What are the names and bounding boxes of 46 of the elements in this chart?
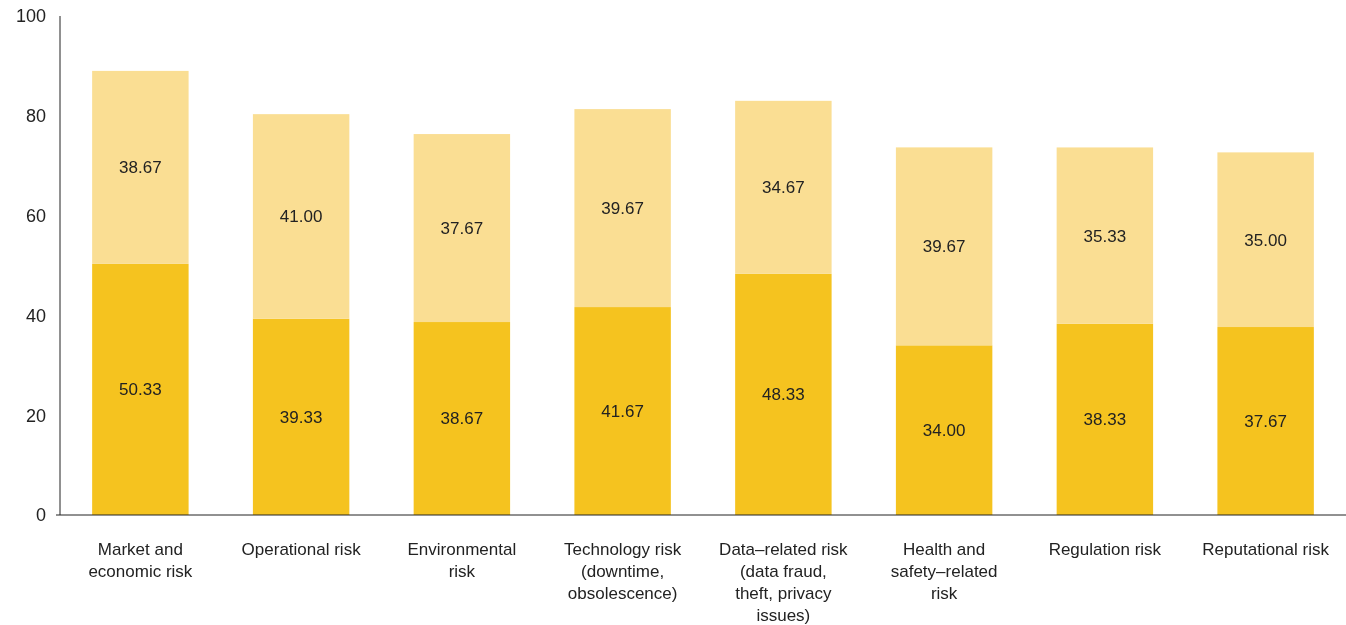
data-label: 38.33 [1083, 410, 1127, 430]
data-label: 38.67 [119, 158, 162, 178]
y-tick-label: 100 [15, 6, 46, 27]
x-tick-label: Environmental risk [407, 540, 517, 581]
bar [574, 109, 671, 308]
bar [895, 147, 993, 346]
data-label: 39.33 [279, 407, 323, 427]
data-label: 39.67 [601, 199, 644, 219]
data-label: 35.00 [1244, 230, 1287, 250]
bar [735, 273, 832, 515]
bar [1056, 147, 1154, 324]
data-label: 39.67 [922, 237, 966, 257]
data-label: 50.33 [119, 380, 162, 400]
bar [895, 345, 993, 515]
x-tick-label: Health and safety–related risk [890, 540, 998, 603]
bar [413, 322, 511, 515]
data-label: 34.00 [922, 421, 966, 441]
x-tick-label: Operational risk [241, 540, 362, 559]
data-label: 34.67 [762, 178, 805, 198]
bar [92, 70, 189, 264]
y-tick-label: 60 [25, 205, 46, 226]
bar [1056, 323, 1154, 515]
y-tick-label: 20 [25, 405, 46, 426]
bar [413, 134, 511, 323]
bar [1217, 152, 1314, 328]
y-tick-label: 40 [25, 305, 46, 326]
data-label: 35.33 [1083, 226, 1127, 246]
bar [574, 307, 671, 515]
x-tick-label: Market and economic risk [88, 540, 193, 581]
data-label: 41.67 [601, 401, 644, 421]
data-label: 38.67 [440, 409, 484, 429]
bar [1217, 327, 1314, 515]
y-tick-label: 0 [35, 505, 46, 526]
bar [252, 114, 350, 319]
x-tick-label: Regulation risk [1048, 540, 1162, 559]
bar [735, 100, 832, 274]
data-label: 41.00 [279, 207, 323, 227]
data-label: 48.33 [762, 385, 805, 405]
data-label: 37.67 [440, 219, 484, 238]
x-tick-label: Reputational risk [1202, 540, 1330, 559]
bar [252, 318, 350, 515]
bar [92, 263, 189, 515]
x-tick-label: Technology risk (downtime, obsolescence) [564, 540, 682, 603]
y-tick-label: 80 [25, 106, 46, 127]
x-tick-label: Data–related risk (data fraud, theft, privacy issues) [719, 540, 849, 625]
data-label: 37.67 [1244, 411, 1287, 431]
